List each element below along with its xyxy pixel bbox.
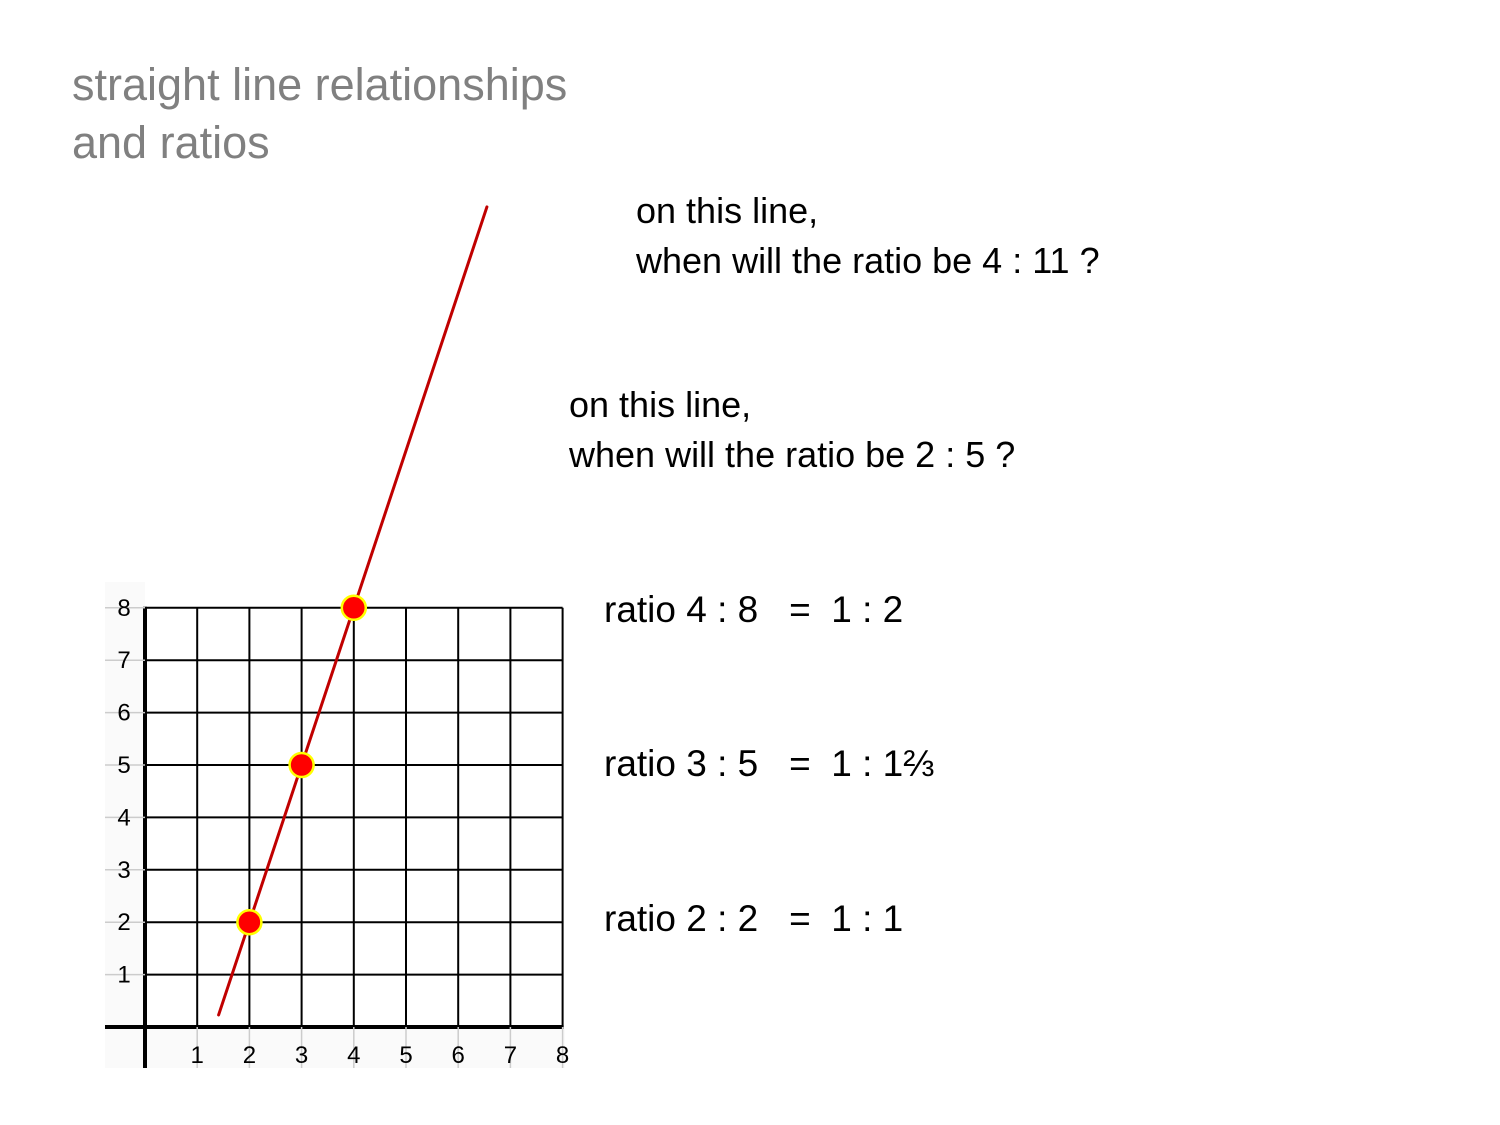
grid-lines	[145, 606, 564, 1027]
x-tick-label: 4	[347, 1042, 360, 1069]
axes	[105, 606, 564, 1068]
axis-label-background	[105, 582, 565, 1068]
axis-tick-labels: 1 2 3 4 5 6 7 8 1 2 3 4 5 6 7 8	[105, 595, 569, 1069]
question-line-1: on this line,	[569, 384, 752, 425]
ratio-statement-4-8: ratio 4 : 8 = 1 : 2	[604, 589, 904, 630]
y-tick-label: 3	[117, 857, 130, 884]
slide-title: straight line relationships and ratios	[72, 56, 567, 172]
x-tick-label: 7	[504, 1042, 517, 1069]
ratio-statement-2-2: ratio 2 : 2 = 1 : 1	[604, 898, 904, 939]
x-tick-label: 1	[191, 1042, 204, 1069]
y-tick-label: 4	[117, 804, 130, 831]
x-tick-label: 3	[295, 1042, 308, 1069]
x-label-strip	[105, 1029, 565, 1068]
question-line-2: when will the ratio be 2 : 5 ?	[569, 434, 1016, 475]
question-line-2: when will the ratio be 4 : 11 ?	[636, 240, 1100, 281]
ratio-statement-3-5: ratio 3 : 5 = 1 : 1⅔	[604, 743, 935, 784]
question-2-5: on this line, when will the ratio be 2 :…	[569, 380, 1015, 480]
x-tick-label: 2	[243, 1042, 256, 1069]
x-tick-label: 5	[399, 1042, 412, 1069]
y-tick-label: 8	[117, 595, 130, 622]
y-tick-label: 7	[117, 647, 130, 674]
y-tick-label: 6	[117, 700, 130, 727]
data-point	[236, 908, 263, 936]
y-tick-label: 1	[117, 962, 130, 989]
data-point	[340, 594, 368, 622]
title-line-1: straight line relationships	[72, 59, 568, 110]
y-tick-label: 5	[117, 752, 130, 779]
y-tick-label: 2	[117, 909, 130, 936]
marked-points	[236, 594, 368, 936]
x-tick-label: 6	[452, 1042, 465, 1069]
data-point	[288, 751, 315, 779]
question-line-1: on this line,	[636, 190, 819, 231]
question-4-11: on this line, when will the ratio be 4 :…	[636, 186, 1100, 286]
y-label-strip	[105, 582, 145, 1068]
title-line-2: and ratios	[72, 117, 270, 168]
x-tick-label: 8	[556, 1042, 569, 1069]
